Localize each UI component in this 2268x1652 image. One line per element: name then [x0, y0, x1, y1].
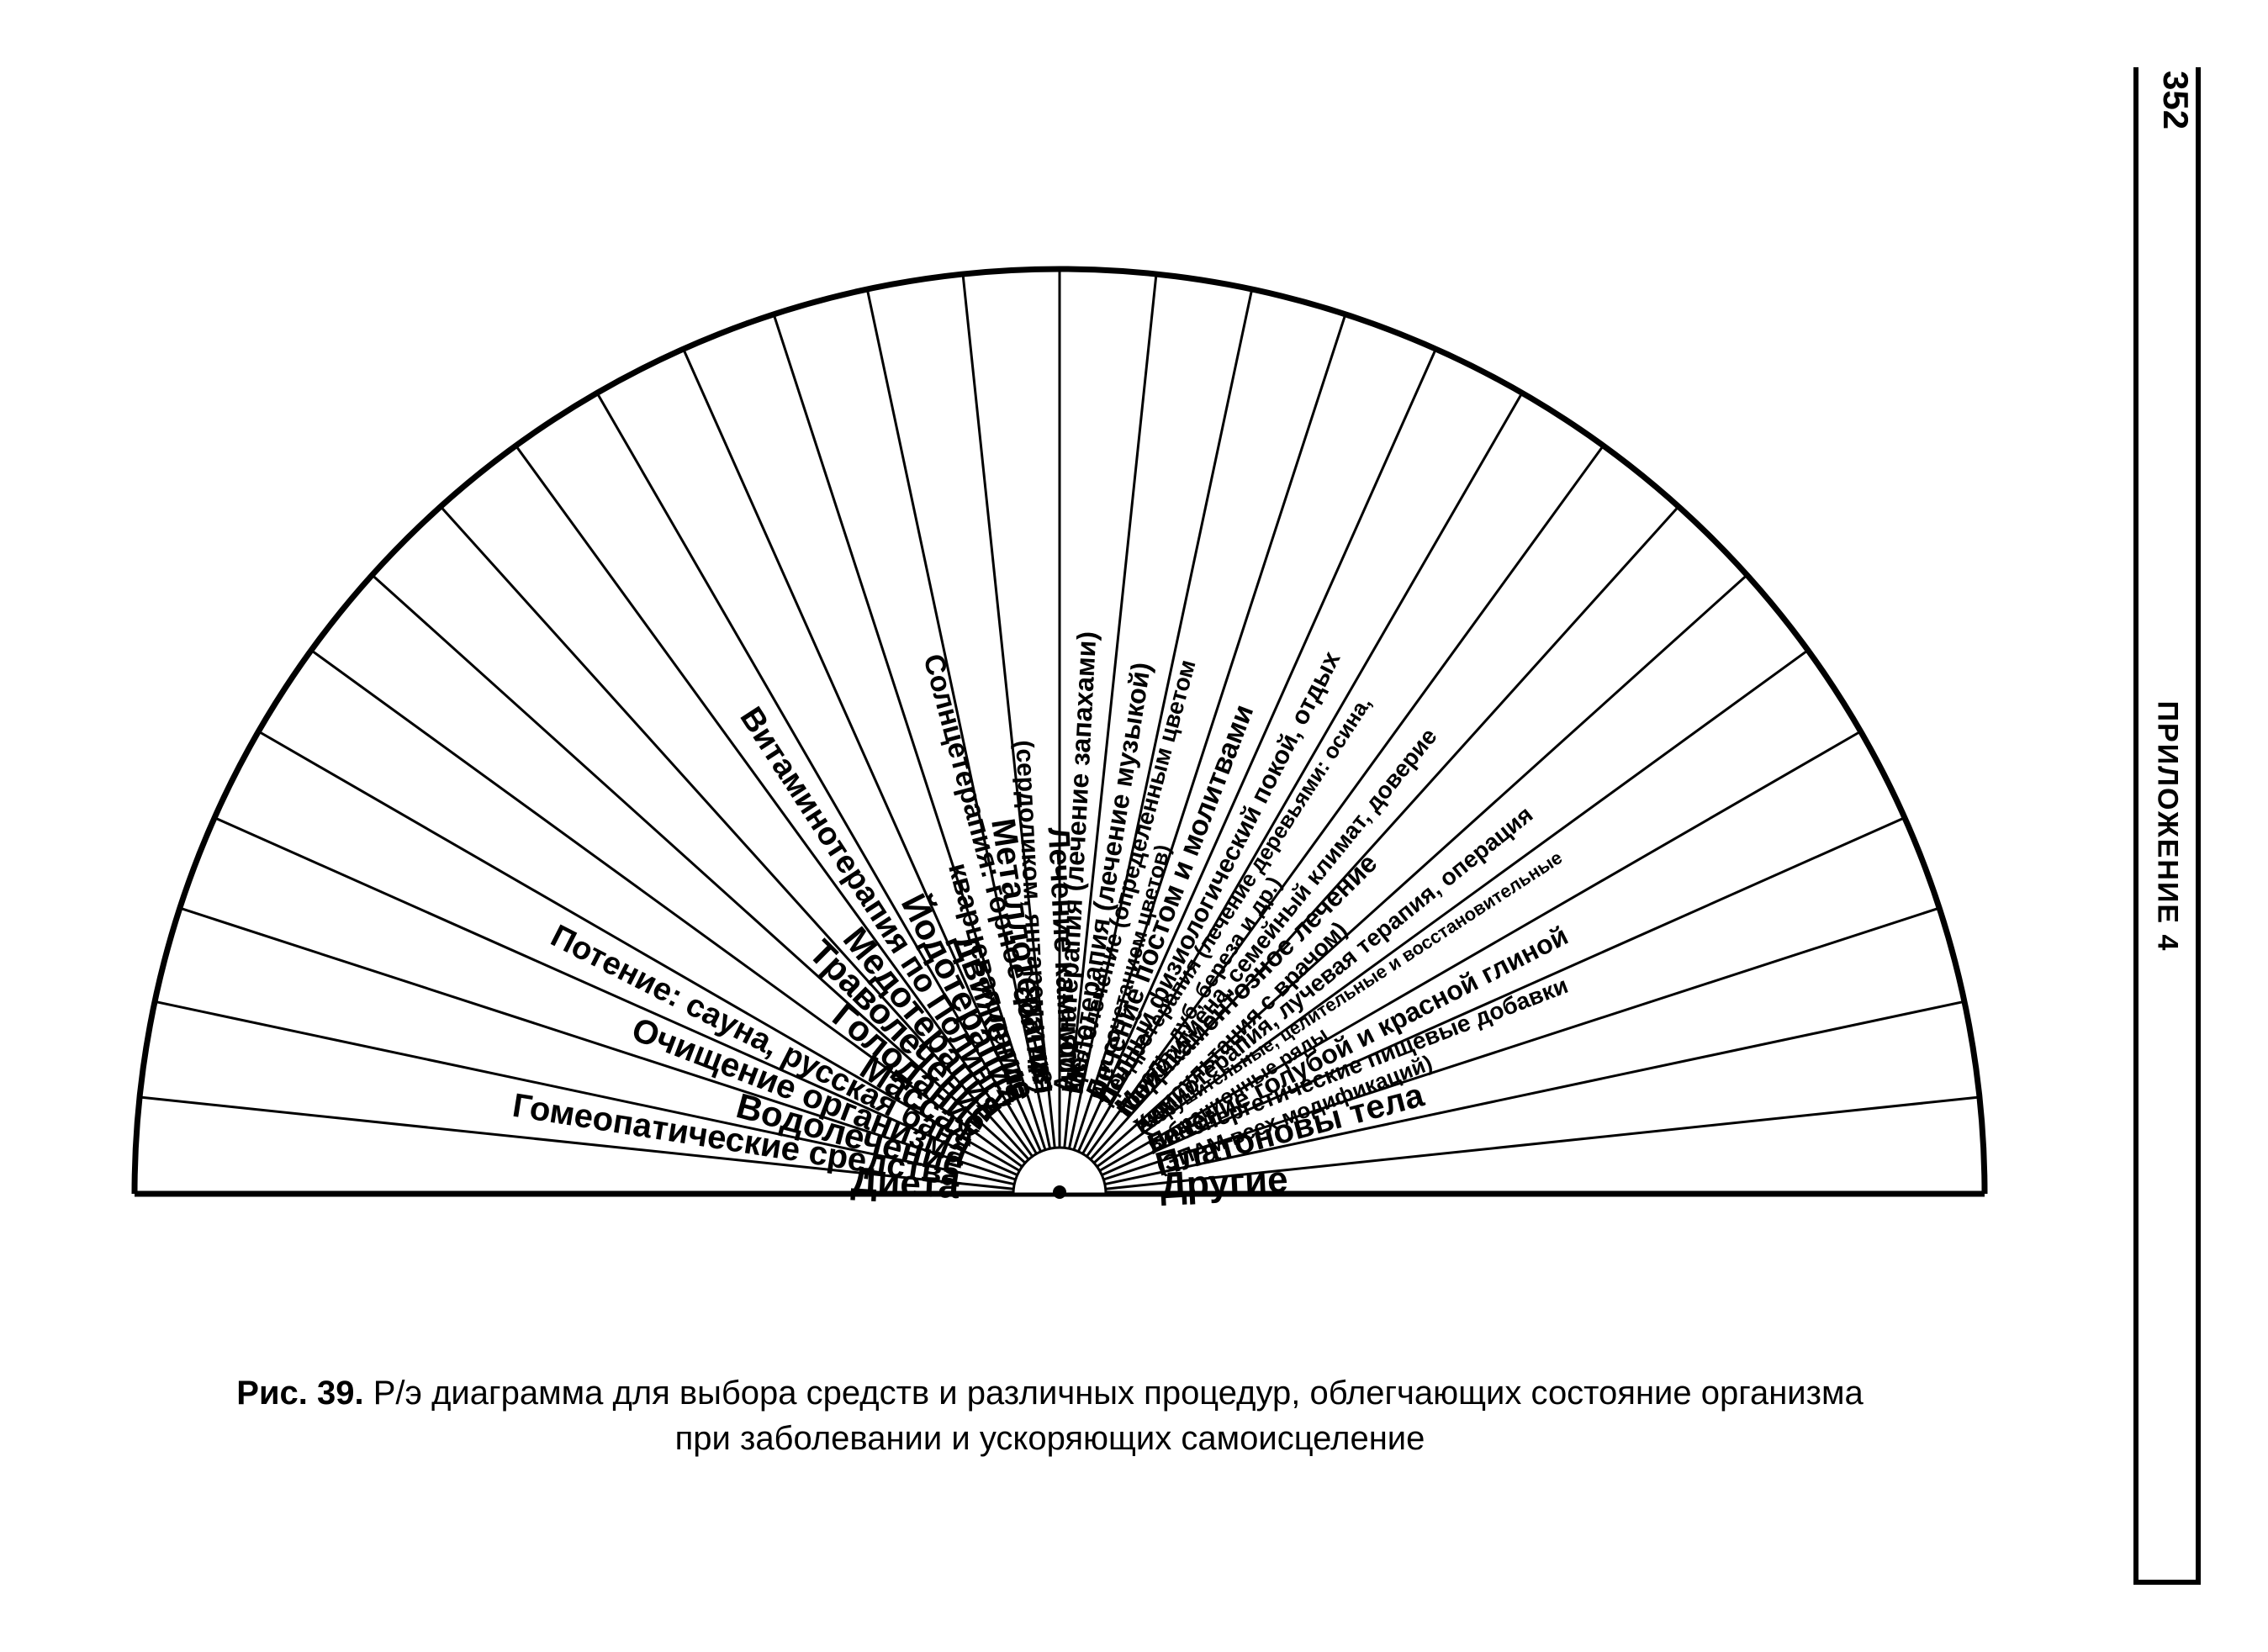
fan-sector-label: Другие: [1159, 1159, 1288, 1206]
fan-label-line: Другие: [1159, 1159, 1288, 1206]
appendix-sidebar: 352 ПРИЛОЖЕНИЕ 4: [2133, 67, 2201, 1585]
page-number: 352: [2138, 67, 2196, 129]
appendix-label: ПРИЛОЖЕНИЕ 4: [2151, 700, 2184, 952]
caption-line2: при заболевании и ускоряющих самоисцелен…: [675, 1420, 1425, 1457]
caption-lead: Рис. 39.: [236, 1375, 363, 1412]
page-root: 352 ПРИЛОЖЕНИЕ 4 ДиетаГомеопатические ср…: [0, 0, 2268, 1652]
fan-hub-dot: [1053, 1185, 1066, 1199]
fan-chart-svg: ДиетаГомеопатические средстваВодолечение…: [93, 101, 2027, 1320]
figure-caption: Рис. 39. Р/э диаграмма для выбора средст…: [101, 1370, 1999, 1461]
caption-line1: Р/э диаграмма для выбора средств и разли…: [373, 1375, 1864, 1412]
